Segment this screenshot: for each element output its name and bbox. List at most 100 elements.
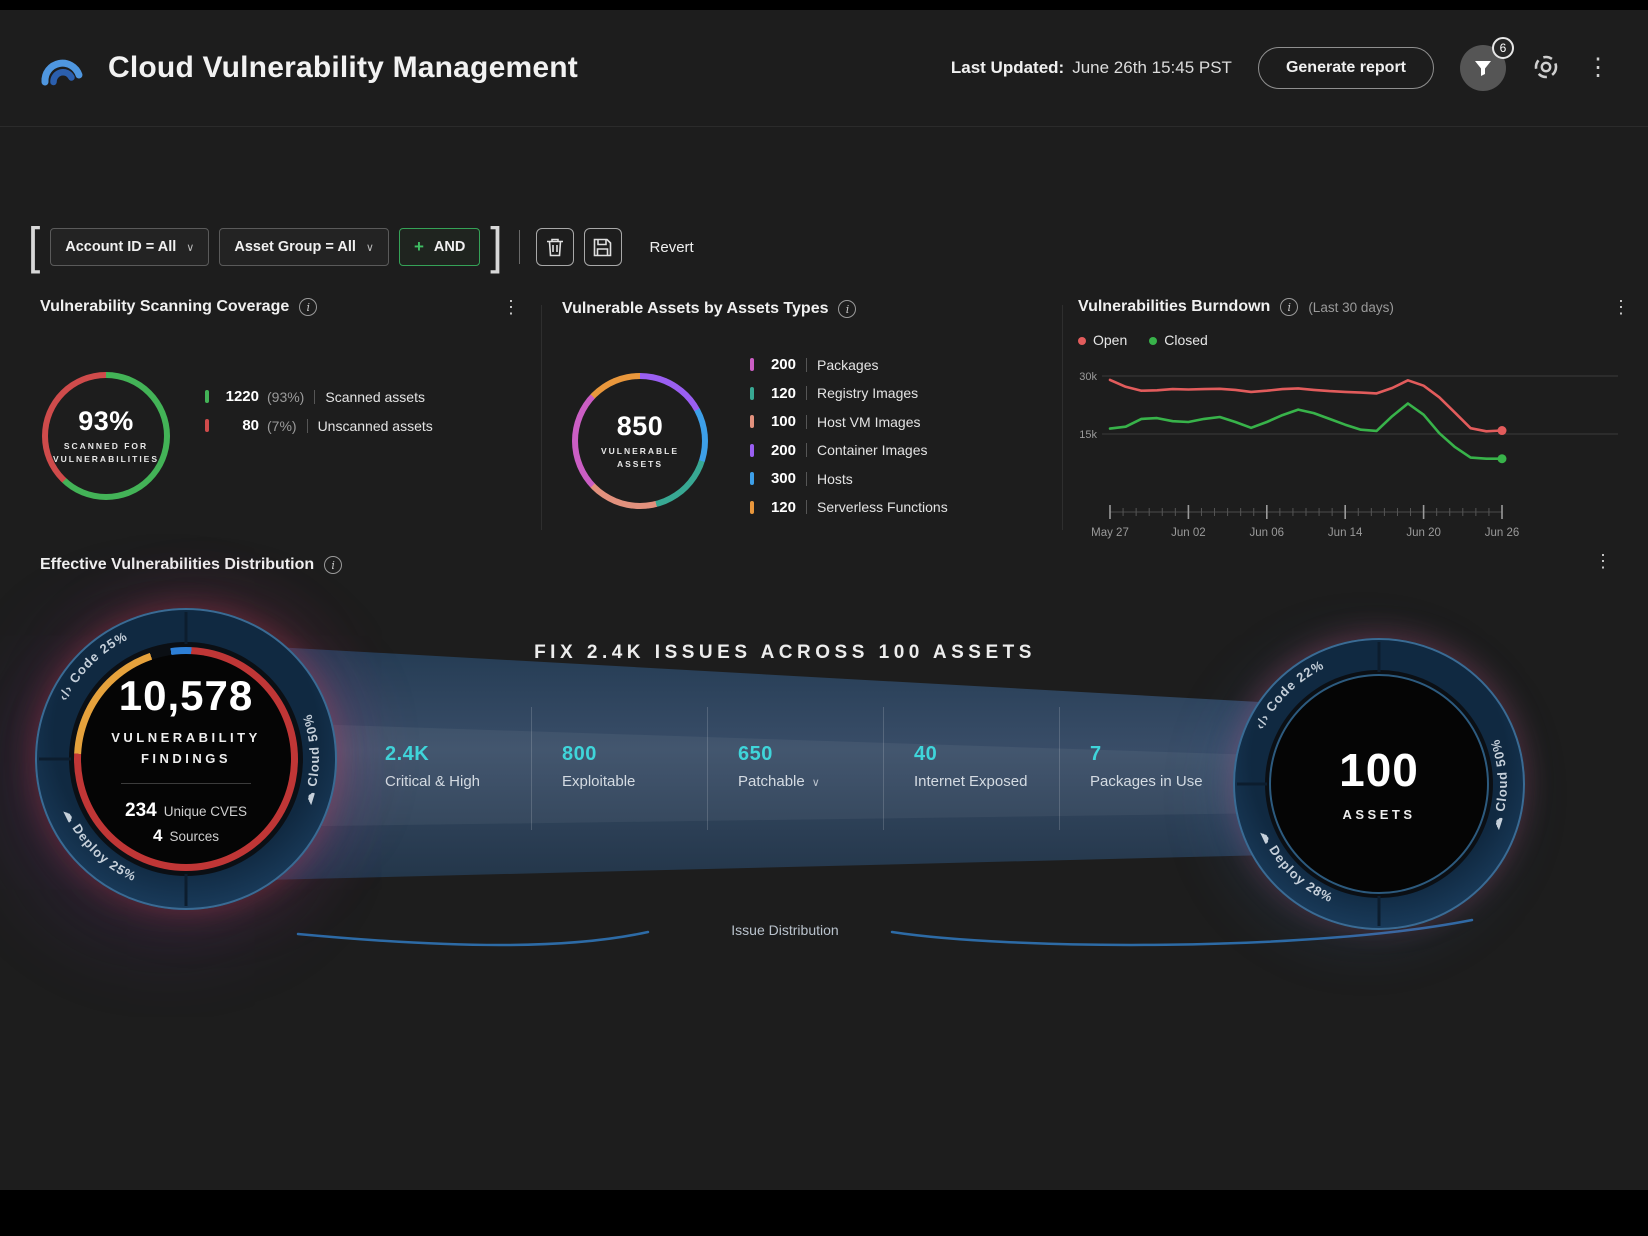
- delete-filters-button[interactable]: [535, 228, 574, 266]
- filter-bar: [ Account ID = All ∨ Asset Group = All ∨…: [28, 218, 694, 275]
- chevron-down-icon: ∨: [186, 241, 195, 254]
- dashboard-page: Cloud Vulnerability Management Last Upda…: [0, 10, 1648, 1190]
- svg-text:May 27: May 27: [1091, 527, 1129, 539]
- divider: [541, 305, 542, 530]
- issue-distribution-brace: [296, 918, 1474, 947]
- prisma-cloud-logo: [38, 47, 86, 89]
- divider: [518, 230, 520, 264]
- save-filters-button[interactable]: [583, 228, 622, 266]
- funnel-band: [185, 642, 1350, 882]
- svg-text:Jun 20: Jun 20: [1406, 527, 1441, 539]
- sources: 4 Sources: [153, 825, 219, 845]
- assets-value: 100: [1339, 743, 1419, 796]
- card-title: Vulnerable Assets by Assets Types: [562, 300, 829, 317]
- legend-item: 300 Hosts: [750, 470, 948, 487]
- chevron-down-icon: ∨: [365, 241, 374, 254]
- add-and-filter-button[interactable]: + AND: [398, 228, 481, 266]
- burndown-line-chart: 30k 15k May 27 Jun 02 Jun 06 Jun 14 Jun 20 Jun …: [1079, 371, 1618, 539]
- assets-gauge: 100 ASSETS ‹/› Code 22% ☁ Cloud 50% ☁ De…: [1233, 638, 1525, 930]
- svg-text:Jun 26: Jun 26: [1485, 527, 1520, 539]
- segment-code-label: ‹/› Code 25%: [55, 628, 129, 703]
- page-title: Cloud Vulnerability Management: [108, 51, 578, 84]
- filter-count-badge: 6: [1492, 37, 1514, 59]
- findings-center: 10,578 VULNERABILITY FINDINGS 234 Unique C…: [81, 654, 291, 864]
- filter-bracket-open: [: [28, 218, 41, 275]
- legend-closed: Closed: [1149, 332, 1208, 348]
- filter-chip-asset-group[interactable]: Asset Group = All ∨: [219, 228, 389, 266]
- findings-gauge: 10,578 VULNERABILITY FINDINGS 234 Unique C…: [35, 608, 337, 910]
- svg-text:Jun 02: Jun 02: [1171, 527, 1206, 539]
- svg-text:☁ Cloud 50%: ☁ Cloud 50%: [299, 712, 322, 806]
- card-title: Vulnerability Scanning Coverage: [40, 298, 290, 315]
- info-icon[interactable]: i: [324, 556, 343, 574]
- assets-center: 100 ASSETS: [1269, 674, 1489, 894]
- svg-text:☁ Deploy 25%: ☁ Deploy 25%: [61, 806, 139, 884]
- revert-button[interactable]: Revert: [649, 238, 694, 256]
- legend-item-unscanned: 80 (7%) Unscanned assets: [205, 417, 433, 434]
- svg-text:‹/› Code 25%: ‹/› Code 25%: [55, 628, 130, 703]
- findings-label: VULNERABILITY FINDINGS: [111, 730, 261, 766]
- coverage-percent: 93%: [78, 406, 134, 437]
- header-kebab-menu-icon[interactable]: ⋮: [1586, 54, 1610, 81]
- legend-item: 100 Host VM Images: [750, 413, 948, 430]
- legend-item: 120 Serverless Functions: [750, 499, 948, 516]
- info-icon[interactable]: i: [1280, 298, 1299, 316]
- chevron-down-icon: ∨: [811, 777, 820, 789]
- card-subtitle: (Last 30 days): [1308, 299, 1394, 315]
- svg-text:15k: 15k: [1079, 429, 1097, 441]
- unique-cves: 234 Unique CVES: [125, 799, 247, 821]
- legend-swatch: [205, 390, 209, 403]
- gauge-segment-labels: ‹/› Code 25% ☁ Cloud 50% ☁ Deploy 25%: [39, 612, 322, 906]
- card-kebab-menu-icon[interactable]: ⋮: [1612, 297, 1630, 317]
- scanning-coverage-card: Vulnerability Scanning Coverage i ⋮ 93% …: [40, 298, 520, 500]
- legend-item: 200 Packages: [750, 356, 948, 373]
- stat-internet-exposed[interactable]: 40 Internet Exposed: [883, 707, 1059, 830]
- filters-button[interactable]: 6: [1460, 37, 1514, 91]
- coverage-donut-chart: 93% SCANNED FOR VULNERABILITIES: [42, 372, 170, 500]
- svg-text:☁ Deploy 28%: ☁ Deploy 28%: [1258, 827, 1336, 905]
- stat-exploitable[interactable]: 800 Exploitable: [531, 707, 707, 830]
- last-updated-value: June 26th 15:45 PST: [1072, 58, 1232, 77]
- svg-text:Jun 06: Jun 06: [1250, 527, 1285, 539]
- filter-funnel-icon: [1475, 61, 1491, 76]
- stat-patchable[interactable]: 650 Patchable ∨: [707, 707, 883, 830]
- stat-packages-in-use[interactable]: 7 Packages in Use: [1059, 707, 1235, 830]
- and-label: AND: [433, 239, 466, 255]
- issue-stats-row: 2.4K Critical & High 800 Exploitable 650…: [355, 707, 1235, 830]
- last-updated-label: Last Updated:: [950, 58, 1065, 77]
- card-kebab-menu-icon[interactable]: ⋮: [502, 297, 520, 317]
- section-title: Effective Vulnerabilities Distribution: [40, 556, 315, 573]
- legend-item: 200 Container Images: [750, 442, 948, 459]
- stat-critical-high[interactable]: 2.4K Critical & High: [385, 743, 481, 790]
- svg-text:‹/› Code 22%: ‹/› Code 22%: [1252, 657, 1327, 732]
- assets-label: ASSETS: [1342, 806, 1416, 822]
- app-header: Cloud Vulnerability Management Last Upda…: [0, 10, 1648, 127]
- generate-report-button[interactable]: Generate report: [1257, 47, 1434, 89]
- distribution-header: Effective Vulnerabilities Distribution i: [40, 556, 343, 574]
- info-icon[interactable]: i: [838, 300, 857, 318]
- legend-open: Open: [1078, 332, 1127, 348]
- segment-deploy-label: ☁ Deploy 28%: [1258, 827, 1335, 905]
- issue-distribution-label: Issue Distribution: [731, 922, 839, 938]
- filter-chip-label: Account ID = All: [65, 239, 177, 255]
- assets-donut-chart: 850 VULNERABLE ASSETS: [572, 373, 708, 509]
- info-icon[interactable]: i: [299, 298, 318, 316]
- filter-chip-account-id[interactable]: Account ID = All ∨: [50, 228, 210, 266]
- save-floppy-icon: [593, 238, 612, 256]
- filter-bracket-close: ]: [490, 218, 503, 275]
- scope-icon[interactable]: [1532, 53, 1560, 84]
- svg-text:☁ Cloud 50%: ☁ Cloud 50%: [1487, 737, 1510, 831]
- coverage-caption: SCANNED FOR VULNERABILITIES: [52, 441, 160, 464]
- trash-icon: [546, 238, 563, 257]
- fix-issues-banner: FIX 2.4K ISSUES ACROSS 100 ASSETS: [534, 642, 1036, 663]
- segment-code-label: ‹/› Code 22%: [1252, 657, 1326, 732]
- card-title: Vulnerabilities Burndown: [1078, 298, 1271, 315]
- filter-chip-label: Asset Group = All: [234, 239, 356, 255]
- assets-count: 850: [616, 411, 664, 442]
- legend-item: 120 Registry Images: [750, 385, 948, 402]
- section-kebab-menu-icon[interactable]: ⋮: [1594, 551, 1612, 571]
- segment-deploy-label: ☁ Deploy 25%: [61, 806, 138, 884]
- svg-text:30k: 30k: [1079, 371, 1097, 383]
- assets-by-type-card: Vulnerable Assets by Assets Types i 850 …: [562, 300, 1040, 516]
- segment-cloud-label: ☁ Cloud 50%: [299, 712, 321, 806]
